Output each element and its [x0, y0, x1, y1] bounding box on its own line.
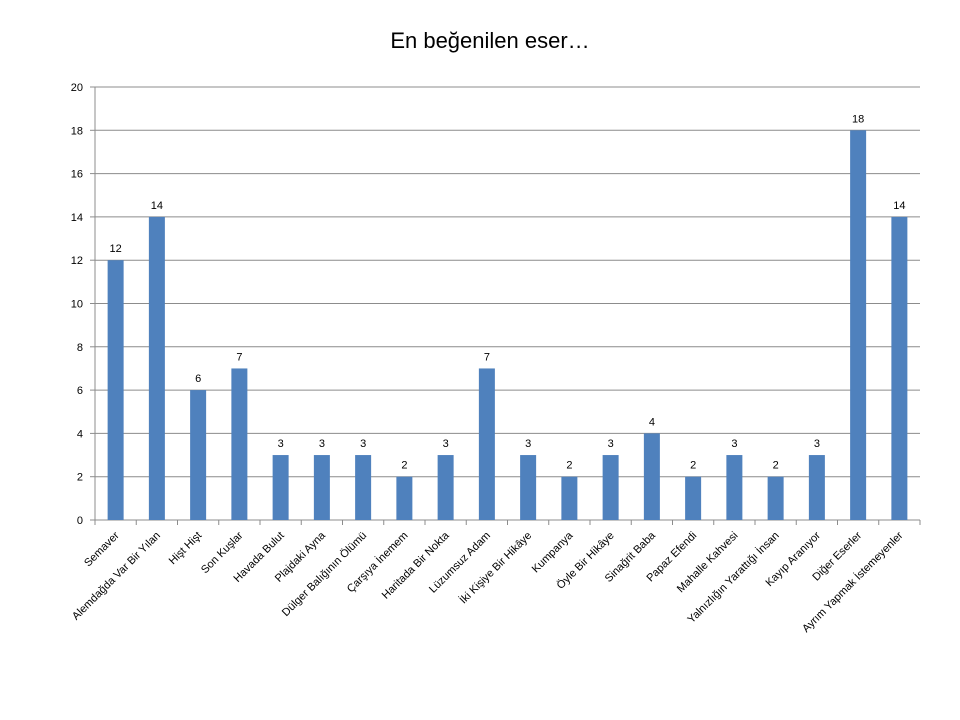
y-tick-label: 20	[71, 82, 83, 94]
data-label: 2	[401, 460, 407, 472]
bar	[850, 130, 867, 521]
bar	[396, 476, 413, 520]
bar	[231, 368, 248, 520]
y-tick-label: 8	[77, 342, 83, 354]
y-tick-label: 6	[77, 385, 83, 397]
grid-lines	[95, 86, 920, 478]
data-label: 12	[110, 243, 122, 255]
x-tick-label: Alemdağda Var Bir Yılan	[70, 530, 163, 623]
bar	[107, 260, 124, 520]
data-label: 2	[773, 460, 779, 472]
bar	[891, 216, 908, 520]
data-label: 6	[195, 373, 201, 385]
y-tick-label: 2	[77, 472, 83, 484]
y-tick-labels: 0 2 4 6 8 10 12 14 16 18 20	[71, 82, 83, 527]
data-label: 3	[731, 438, 737, 450]
data-label: 2	[690, 460, 696, 472]
bar	[685, 476, 702, 520]
data-label: 3	[319, 438, 325, 450]
data-label: 3	[443, 438, 449, 450]
y-tick-label: 12	[71, 255, 83, 267]
bar	[478, 368, 495, 520]
axes	[90, 86, 921, 525]
y-tick-label: 16	[71, 169, 83, 181]
y-tick-label: 0	[77, 515, 83, 527]
chart-title: En beğenilen eser…	[390, 28, 590, 53]
data-label: 2	[566, 460, 572, 472]
x-tick-label: İki Kişiye Bir Hikâye	[457, 529, 534, 606]
bar	[190, 390, 207, 520]
bar	[643, 433, 660, 520]
x-tick-label: Hişt Hişt	[167, 530, 204, 567]
bar	[437, 455, 454, 520]
bar	[313, 455, 330, 520]
data-label: 3	[608, 438, 614, 450]
bar	[808, 455, 825, 520]
bar	[726, 455, 743, 520]
y-tick-label: 4	[77, 428, 83, 440]
bar	[355, 455, 372, 520]
bar	[561, 476, 578, 520]
data-label: 7	[484, 351, 490, 363]
data-label: 7	[236, 351, 242, 363]
bar	[272, 455, 289, 520]
bar	[520, 455, 537, 520]
x-tick-label: Semaver	[82, 529, 122, 569]
y-tick-label: 10	[71, 299, 83, 311]
bar	[148, 216, 165, 520]
data-labels: 12 14 6 7 3 3 3 2 3 7 3 2 3 4 2 3 2 3 18 14	[110, 113, 906, 471]
bar	[602, 455, 619, 520]
data-label: 3	[278, 438, 284, 450]
data-label: 4	[649, 416, 655, 428]
data-label: 3	[360, 438, 366, 450]
bar	[767, 476, 784, 520]
data-label: 14	[151, 200, 163, 212]
data-label: 3	[814, 438, 820, 450]
data-label: 18	[852, 113, 864, 125]
y-tick-label: 18	[71, 125, 83, 137]
bars	[107, 130, 908, 521]
data-label: 3	[525, 438, 531, 450]
y-tick-label: 14	[71, 212, 83, 224]
data-label: 14	[893, 200, 905, 212]
x-tick-label: Dülger Balığının Ölümü	[280, 530, 369, 619]
